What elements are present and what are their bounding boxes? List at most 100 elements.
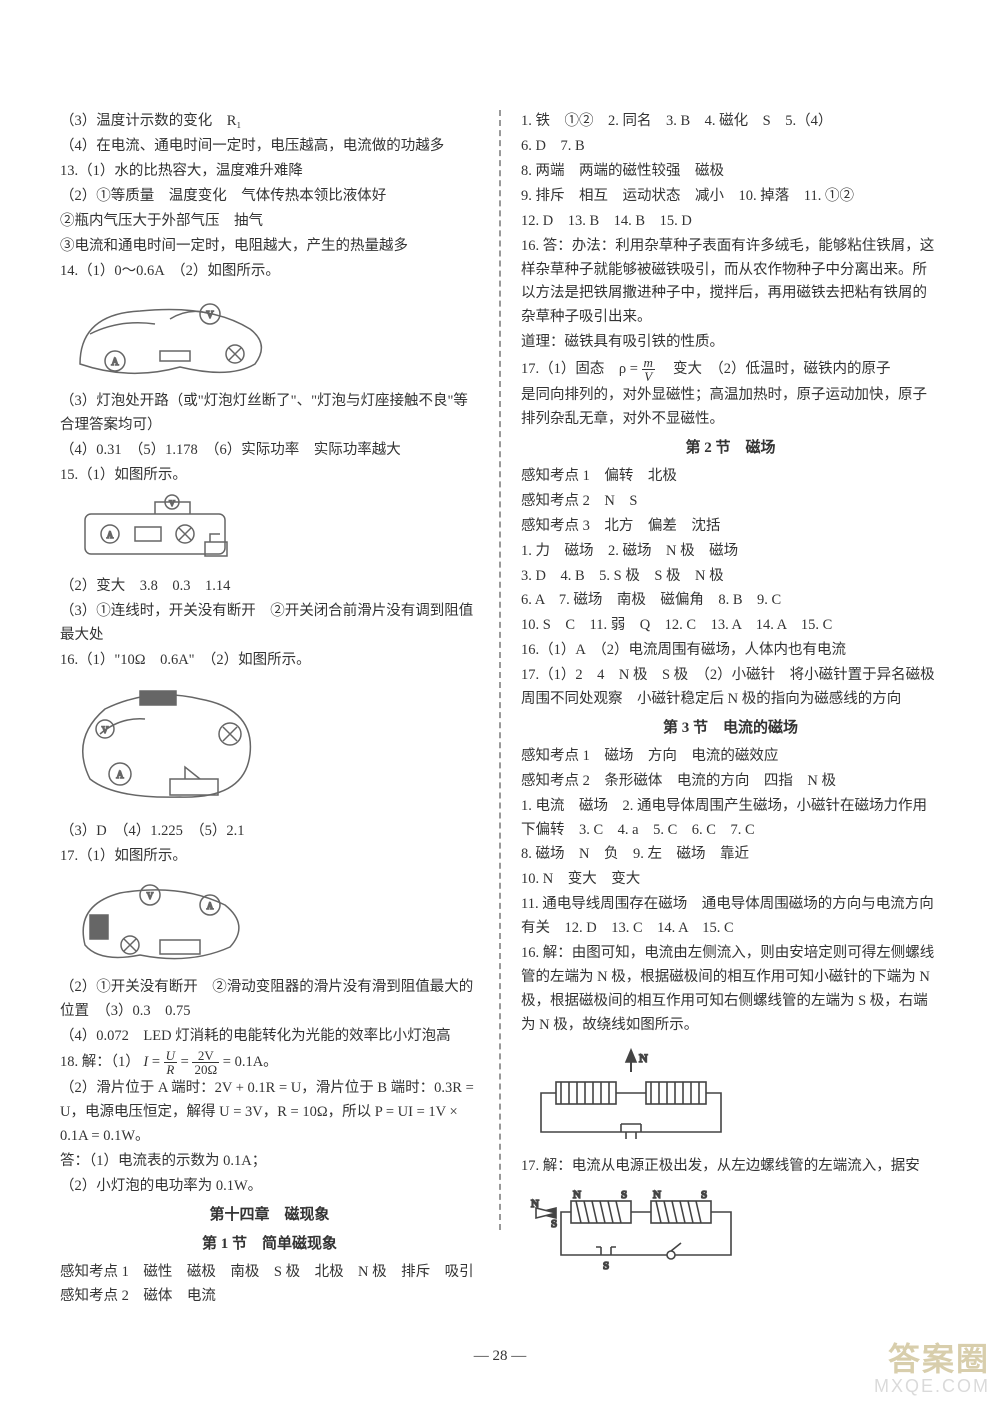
text-line: （2）滑片位于 A 端时：2V + 0.1R = U，滑片位于 B 端时：0.3…: [60, 1077, 479, 1149]
text-line: 10. S C 11. 弱 Q 12. C 13. A 14. A 15. C: [521, 614, 940, 638]
text-line: （2）小灯泡的电功率为 0.1W。: [60, 1175, 479, 1199]
fraction: m V: [642, 356, 655, 383]
equation-line: 18. 解：（1） I = U R = 2V 20Ω = 0.1A。: [60, 1049, 479, 1076]
text-line: 1. 力 磁场 2. 磁场 N 极 磁场: [521, 540, 940, 564]
circuit-figure-14: A V: [60, 289, 479, 384]
text-line: 8. 磁场 N 负 9. 左 磁场 靠近: [521, 843, 940, 867]
text-line: （4）0.072 LED 灯消耗的电能转化为光能的效率比小灯泡高: [60, 1025, 479, 1049]
circuit-svg: V A: [60, 875, 255, 970]
text-line: （2）变大 3.8 0.3 1.14: [60, 575, 479, 599]
text-line: 17.（1）2 4 N 极 S 极 （2）小磁针 将小磁针置于异名磁极周围不同处…: [521, 664, 940, 712]
svg-text:V: V: [169, 499, 175, 508]
text-line: （3）D （4）1.225 （5）2.1: [60, 820, 479, 844]
text-line: 15.（1）如图所示。: [60, 464, 479, 488]
svg-text:V: V: [206, 310, 214, 321]
left-column: （3）温度计示数的变化 R₁ （4）在电流、通电时间一定时，电压越高，电流做的功…: [60, 110, 479, 1230]
text-line: 12. D 13. B 14. B 15. D: [521, 210, 940, 234]
equation-line: 17.（1）固态 ρ = m V 变大 （2）低温时，磁铁内的原子: [521, 356, 940, 383]
svg-text:N: N: [653, 1189, 661, 1201]
solenoid-figure-16: N: [521, 1044, 940, 1149]
text-line: 感知考点 1 磁场 方向 电流的磁效应: [521, 745, 940, 769]
text-line: 答：（1）电流表的示数为 0.1A；: [60, 1150, 479, 1174]
text-line: 感知考点 2 N S: [521, 490, 940, 514]
svg-text:N: N: [639, 1051, 648, 1065]
circuit-figure-16: A V: [60, 679, 479, 814]
svg-text:N: N: [573, 1189, 581, 1201]
text-line: 道理：磁铁具有吸引铁的性质。: [521, 331, 940, 355]
svg-text:A: A: [107, 530, 114, 540]
fraction: U R: [164, 1049, 177, 1076]
text-line: （2）①开关没有断开 ②滑动变阻器的滑片没有滑到阻值最大的位置 （3）0.3 0…: [60, 976, 479, 1024]
text-line: （3）①连线时，开关没有断开 ②开关闭合前滑片没有调到阻值最大处: [60, 600, 479, 648]
text-line: ③电流和通电时间一定时，电阻越大，产生的热量越多: [60, 235, 479, 259]
text-line: 3. D 4. B 5. S 极 S 极 N 极: [521, 565, 940, 589]
denominator: R: [164, 1063, 177, 1076]
text-line: 感知考点 2 磁体 电流: [60, 1285, 479, 1309]
text-line: 17.（1）如图所示。: [60, 845, 479, 869]
text-line: ②瓶内气压大于外部气压 抽气: [60, 210, 479, 234]
text-line: （4）0.31 （5）1.178 （6）实际功率 实际功率越大: [60, 439, 479, 463]
svg-text:S: S: [701, 1189, 707, 1201]
svg-text:A: A: [116, 770, 124, 781]
text-line: 感知考点 2 条形磁体 电流的方向 四指 N 极: [521, 770, 940, 794]
text-line: 9. 排斥 相互 运动状态 减小 10. 掉落 11. ①②: [521, 185, 940, 209]
text-line: 6. D 7. B: [521, 135, 940, 159]
watermark: 答案圈 MXQE.COM: [874, 1334, 990, 1397]
solenoid-svg: N: [521, 1044, 741, 1149]
text-line: 17. 解：电流从电源正极出发，从左边螺线管的左端流入，据安: [521, 1155, 940, 1179]
text-line: 感知考点 3 北方 偏差 沈括: [521, 515, 940, 539]
section-heading: 第 3 节 电流的磁场: [521, 716, 940, 741]
section-heading: 第 2 节 磁场: [521, 436, 940, 461]
text-line: 感知考点 1 磁性 磁极 南极 S 极 北极 N 极 排斥 吸引: [60, 1261, 479, 1285]
solenoid-svg: N S N S N S S: [521, 1185, 751, 1275]
text-line: 16.（1）"10Ω 0.6A" （2）如图所示。: [60, 649, 479, 673]
text-line: 16. 解：由图可知，电流由左侧流入，则由安培定则可得左侧螺线管的左端为 N 极…: [521, 942, 940, 1038]
text-fragment: 18. 解：（1）: [60, 1054, 140, 1070]
text-line: 10. N 变大 变大: [521, 868, 940, 892]
text-line: （3）温度计示数的变化 R₁: [60, 110, 479, 134]
svg-text:V: V: [102, 725, 109, 735]
watermark-top: 答案圈: [874, 1334, 990, 1380]
text-line: 感知考点 1 偏转 北极: [521, 465, 940, 489]
chapter-heading: 第十四章 磁现象: [60, 1203, 479, 1228]
page-number: — 28 —: [0, 1348, 1000, 1365]
svg-text:A: A: [111, 357, 119, 368]
svg-text:S: S: [603, 1260, 609, 1272]
numerator: U: [164, 1049, 177, 1063]
text-line: 16.（1）A （2）电流周围有磁场，人体内也有电流: [521, 639, 940, 663]
svg-text:S: S: [621, 1189, 627, 1201]
circuit-svg: A V: [60, 679, 270, 814]
page: （3）温度计示数的变化 R₁ （4）在电流、通电时间一定时，电压越高，电流做的功…: [0, 0, 1000, 1290]
text-line: 6. A 7. 磁场 南极 磁偏角 8. B 9. C: [521, 589, 940, 613]
svg-text:A: A: [207, 901, 214, 911]
text-line: 是同向排列的，对外显磁性；高温加热时，原子运动加快，原子排列杂乱无章，对外不显磁…: [521, 384, 940, 432]
text-line: 11. 通电导线周围存在磁场 通电导体周围磁场的方向与电流方向有关 12. D …: [521, 893, 940, 941]
svg-text:N: N: [531, 1198, 539, 1210]
text-line: 1. 铁 ①② 2. 同名 3. B 4. 磁化 S 5.（4）: [521, 110, 940, 134]
numerator: m: [642, 356, 655, 370]
text-line: 8. 两端 两端的磁性较强 磁极: [521, 160, 940, 184]
section-heading: 第 1 节 简单磁现象: [60, 1232, 479, 1257]
solenoid-figure-17: N S N S N S S: [521, 1185, 940, 1275]
text-fragment: = 0.1A。: [223, 1054, 278, 1070]
text-line: 1. 电流 磁场 2. 通电导体周围产生磁场，小磁针在磁场力作用下偏转 3. C…: [521, 795, 940, 843]
text-fragment: 变大 （2）低温时，磁铁内的原子: [659, 361, 891, 377]
watermark-bottom: MXQE.COM: [874, 1376, 990, 1397]
circuit-svg: A V: [60, 494, 250, 569]
text-fragment: 17.（1）固态 ρ =: [521, 361, 642, 377]
denominator: V: [642, 370, 655, 383]
text-line: 13.（1）水的比热容大，温度难升难降: [60, 160, 479, 184]
numerator: 2V: [192, 1049, 219, 1063]
circuit-svg: A V: [60, 289, 280, 384]
svg-text:V: V: [147, 891, 154, 901]
text-line: （2）①等质量 温度变化 气体传热本领比液体好: [60, 185, 479, 209]
circuit-figure-17: V A: [60, 875, 479, 970]
circuit-figure-15: A V: [60, 494, 479, 569]
text-line: （3）灯泡处开路（或"灯泡灯丝断了"、"灯泡与灯座接触不良"等合理答案均可）: [60, 390, 479, 438]
text-line: 16. 答：办法：利用杂草种子表面有许多绒毛，能够粘住铁屑，这样杂草种子就能够被…: [521, 235, 940, 331]
text-line: （4）在电流、通电时间一定时，电压越高，电流做的功越多: [60, 135, 479, 159]
italic-I: I: [143, 1054, 148, 1070]
text-line: 14.（1）0～0.6A （2）如图所示。: [60, 260, 479, 284]
svg-text:S: S: [551, 1218, 557, 1230]
fraction: 2V 20Ω: [192, 1049, 219, 1076]
